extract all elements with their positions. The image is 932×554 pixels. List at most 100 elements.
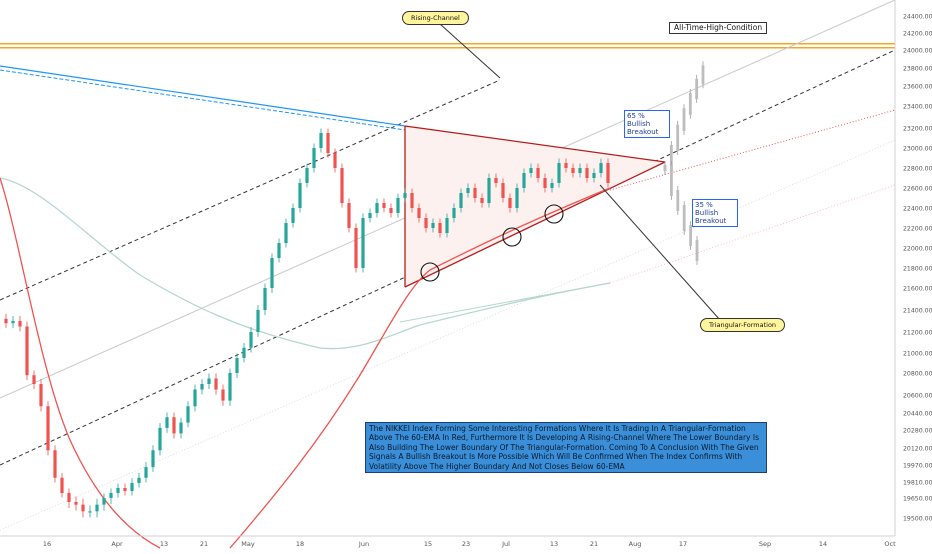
- candle-body: [291, 208, 295, 223]
- candle-body: [130, 483, 134, 491]
- candle-body: [410, 193, 414, 208]
- x-tick-label: Aug: [629, 540, 642, 548]
- all-time-high-label[interactable]: All-Time-High-Condition: [669, 22, 768, 34]
- x-tick-label: Jun: [358, 540, 369, 548]
- candle-body: [501, 183, 505, 198]
- candle-body: [74, 502, 78, 505]
- bullish-65-note[interactable]: 65 % Bullish Breakout: [624, 110, 670, 138]
- candle-body: [347, 203, 351, 228]
- y-tick-label: 23800.00: [903, 66, 932, 73]
- candle-body: [284, 223, 288, 243]
- bullish-35-note[interactable]: 35 % Bullish Breakout: [692, 199, 738, 227]
- y-tick-label: 23400.00: [903, 104, 932, 111]
- candle-body: [207, 378, 211, 384]
- candle-body: [508, 198, 512, 208]
- candle-body: [151, 450, 155, 468]
- candle-body: [578, 168, 582, 173]
- y-tick-label: 24000.00: [903, 48, 932, 55]
- candle-body: [137, 477, 141, 483]
- y-tick-label: 22400.00: [903, 206, 932, 213]
- triangular-pointer: [599, 184, 721, 321]
- triangle-upper-edge: [404, 125, 666, 163]
- projection-35-candle-body: [689, 225, 692, 246]
- candle-body: [403, 193, 407, 198]
- x-tick-label: 21: [590, 540, 598, 548]
- x-tick-label: 13: [160, 540, 168, 548]
- summary-annotation[interactable]: The NIKKEI Index Forming Some Interestin…: [365, 422, 767, 474]
- candle-body: [95, 504, 99, 512]
- candle-body: [473, 188, 477, 198]
- candle-body: [550, 183, 554, 188]
- touch-circle: [420, 262, 440, 282]
- touch-circle: [544, 204, 564, 224]
- y-tick-label: 21000.00: [903, 351, 932, 358]
- candle-body: [186, 406, 190, 423]
- projection-65-candle-body: [688, 93, 692, 115]
- candle-body: [60, 477, 64, 493]
- y-tick-label: 19970.00: [903, 463, 932, 470]
- candle-body: [165, 417, 169, 428]
- y-tick-label: 22200.00: [903, 226, 932, 233]
- candle-body: [109, 493, 113, 498]
- candle-body: [88, 511, 92, 513]
- candle-body: [592, 173, 596, 178]
- x-tick-label: Oct: [884, 540, 896, 548]
- touch-circle: [502, 227, 522, 247]
- y-tick-label: 20280.00: [903, 428, 932, 435]
- candle-body: [389, 208, 393, 213]
- candle-body: [32, 375, 36, 384]
- candle-body: [123, 488, 127, 491]
- candle-body: [361, 218, 365, 268]
- y-tick-label: 20800.00: [903, 371, 932, 378]
- candle-body: [333, 153, 337, 168]
- projection-65-candle-body: [682, 108, 686, 131]
- candle-body: [200, 384, 204, 390]
- x-tick-label: 14: [819, 540, 827, 548]
- x-tick-label: 18: [296, 540, 304, 548]
- candle-body: [564, 163, 568, 168]
- candle-body: [214, 378, 218, 390]
- candle-body: [571, 168, 575, 173]
- candles-layer: [4, 61, 705, 518]
- candle-body: [431, 223, 435, 228]
- candle-body: [326, 133, 330, 153]
- candle-body: [487, 178, 491, 203]
- pink-projection: [609, 184, 896, 284]
- candle-body: [221, 389, 225, 401]
- candle-body: [459, 193, 463, 208]
- candle-body: [102, 498, 106, 505]
- candle-body: [18, 321, 22, 327]
- y-tick-label: 22000.00: [903, 246, 932, 253]
- y-tick-label: 21600.00: [903, 286, 932, 293]
- x-tick-label: 13: [550, 540, 558, 548]
- x-tick-label: Apr: [111, 540, 123, 548]
- candle-body: [445, 218, 449, 233]
- candle-body: [235, 358, 239, 373]
- channel-line-grey-2: [0, 139, 896, 531]
- candle-body: [228, 373, 232, 401]
- y-tick-label: 23200.00: [903, 126, 932, 133]
- projection-35-candle-body: [695, 240, 699, 261]
- y-tick-label: 22600.00: [903, 186, 932, 193]
- candle-body: [158, 427, 162, 451]
- triangular-callout[interactable]: Triangular-Formation: [700, 318, 786, 332]
- rising-channel-callout[interactable]: Rising-Channel: [402, 11, 469, 25]
- y-axis-background: [895, 0, 932, 550]
- candle-body: [396, 198, 400, 213]
- candle-body: [375, 203, 379, 213]
- projection-65-candle-body: [676, 124, 680, 151]
- candle-body: [11, 321, 15, 324]
- projection-35-candle-body: [676, 190, 680, 211]
- candle-body: [599, 163, 603, 173]
- candle-body: [81, 504, 85, 512]
- candle-body: [249, 332, 253, 348]
- y-tick-label: 21800.00: [903, 266, 932, 273]
- candle-body: [67, 493, 71, 502]
- candle-body: [298, 183, 302, 208]
- projection-65-candle-body: [669, 145, 673, 171]
- candle-body: [515, 188, 519, 208]
- rising-channel-pointer: [439, 23, 501, 79]
- y-tick-label: 21200.00: [903, 330, 932, 337]
